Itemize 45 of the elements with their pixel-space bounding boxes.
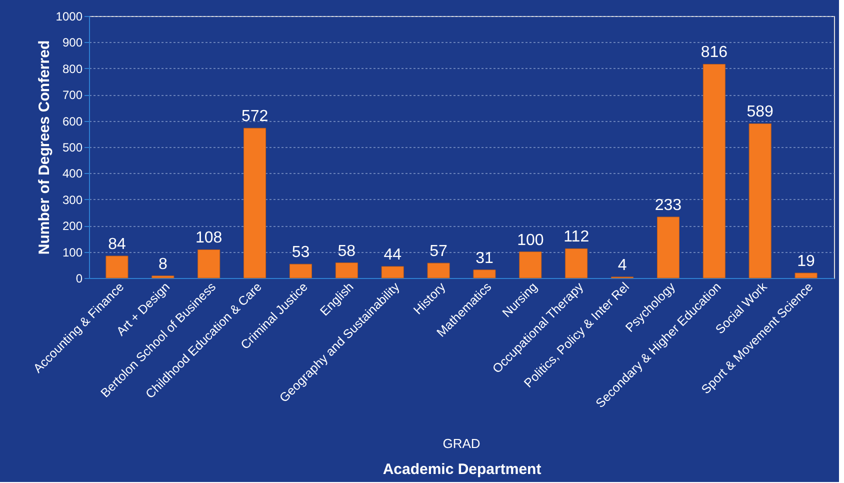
bar [794, 272, 818, 278]
data-label: 8 [158, 256, 168, 273]
data-label: 108 [195, 230, 222, 247]
bar [748, 123, 772, 278]
data-label: 84 [108, 236, 126, 253]
bar [244, 128, 266, 278]
data-label: 44 [384, 246, 402, 264]
y-tick-label: 300 [62, 192, 83, 207]
y-tick-label: 400 [62, 166, 83, 181]
bar [106, 256, 128, 278]
data-label: 57 [430, 243, 448, 260]
bar [565, 248, 588, 278]
data-label: 100 [517, 232, 544, 249]
data-label: 112 [564, 228, 590, 246]
data-label: 589 [746, 104, 774, 121]
bar [427, 262, 450, 278]
data-label: 816 [700, 44, 728, 62]
y-tick-label: 200 [62, 219, 83, 234]
bar [473, 270, 496, 278]
data-label: 58 [338, 242, 356, 260]
bar [656, 216, 680, 278]
data-label: 4 [618, 256, 627, 274]
data-label: 53 [292, 244, 310, 262]
data-label: 572 [241, 108, 268, 126]
y-tick-label: 800 [62, 62, 83, 76]
text: GRAD [442, 436, 480, 451]
bar [702, 64, 726, 278]
bar [381, 266, 404, 278]
bar [335, 262, 358, 278]
bar [198, 249, 220, 278]
bar [289, 264, 312, 278]
y-tick-label: 1000 [56, 10, 83, 24]
y-tick-label: 500 [62, 140, 83, 154]
x-axis-title: Academic Department [382, 461, 542, 478]
y-tick-label: 700 [62, 88, 83, 102]
y-tick-label: 0 [76, 272, 83, 286]
y-tick-label: 100 [62, 245, 83, 260]
data-label: 31 [476, 250, 494, 267]
bar [152, 276, 174, 278]
y-tick-label: 900 [62, 36, 83, 50]
data-label: 19 [797, 253, 816, 270]
y-axis-title: Number of Degrees Conferred [36, 40, 53, 255]
y-tick-label: 600 [62, 114, 83, 128]
bar [519, 252, 542, 278]
data-label: 233 [654, 196, 682, 214]
